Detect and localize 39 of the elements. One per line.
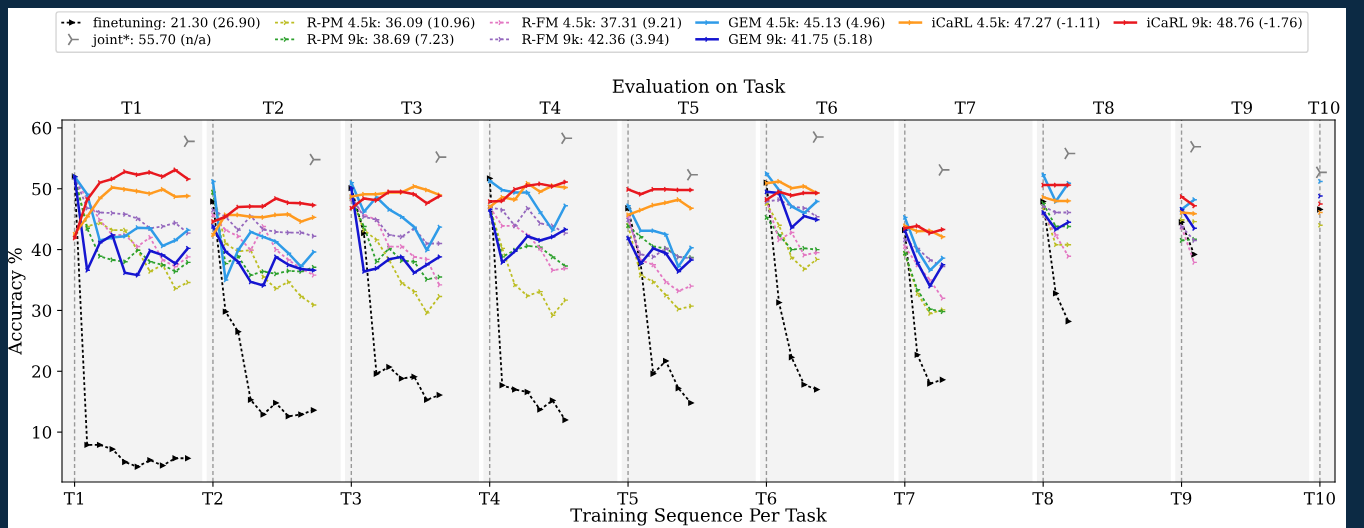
text: T10 [1308,101,1340,114]
x-tick-label: T10 [1303,492,1335,505]
y-tick-label: 10 [33,426,52,439]
text: T6 [816,101,837,114]
x-tick-label: T2 [202,492,223,505]
text: T4 [539,101,561,114]
y-tick-label: 20 [32,365,52,378]
text: T7 [954,101,976,114]
y-tick-label: 40 [31,243,52,257]
legend-label: GEM 9k: 41.75 (5.18) [728,33,872,46]
x-tick-label: T5 [617,492,638,505]
y-axis-title: Accuracy % [8,248,26,355]
x-tick-label: T6 [755,492,777,505]
chart-subtitle: Evaluation on Task [612,79,786,93]
y-tick-label: 50 [32,182,52,196]
x-tick-label: T3 [340,492,361,505]
legend-label: GEM 4.5k: 45.13 (4.96) [728,17,885,30]
text: T5 [678,101,699,114]
legend-label: R-FM 9k: 42.36 (3.94) [522,33,669,46]
legend-label: R-FM 4.5k: 37.31 (9.21) [522,17,681,30]
x-tick-label: T8 [1032,492,1053,505]
legend-label: iCaRL 4.5k: 47.27 (-1.11) [931,17,1100,30]
x-axis-title: Training Sequence Per Task [570,507,827,526]
text: T1 [121,101,141,114]
legend-label: R-PM 9k: 38.69 (7.23) [307,33,454,46]
text: T2 [262,101,283,114]
text: T9 [1231,101,1252,114]
x-tick-label: T7 [894,492,915,505]
legend-label: iCaRL 9k: 48.76 (-1.76) [1146,17,1302,30]
x-tick-label: T4 [478,492,500,505]
x-tick-label: T1 [63,492,84,505]
x-tick-label: T9 [1170,492,1192,505]
legend-label: R-PM 4.5k: 36.09 (10.96) [307,17,475,30]
legend-label: finetuning: 21.30 (26.90) [93,17,260,31]
y-tick-label: 30 [32,304,52,317]
y-tick-label: 60 [32,121,52,135]
text: T8 [1093,101,1114,114]
legend-label: joint*: 55.70 (n/a) [91,34,211,48]
text: T3 [401,101,422,114]
